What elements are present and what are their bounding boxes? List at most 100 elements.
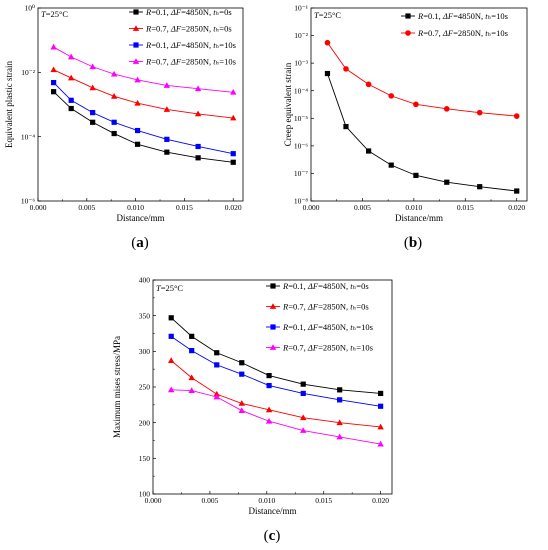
data-point <box>195 155 201 161</box>
data-point <box>188 387 195 393</box>
data-point <box>377 440 384 447</box>
data-point <box>300 390 306 397</box>
data-point <box>413 101 419 108</box>
legend-entry: R=0.7, ΔF=2850N, tₕ=10s <box>129 57 236 67</box>
data-point <box>378 403 384 409</box>
data-point <box>111 119 117 125</box>
data-point <box>388 162 394 168</box>
data-point <box>68 97 74 103</box>
data-point <box>514 188 520 194</box>
series-3 <box>168 333 384 409</box>
legend-label: R=0.7, ΔF=2850N, tₕ=0s <box>282 302 369 312</box>
data-point <box>476 109 483 116</box>
data-point <box>230 88 237 95</box>
legend-marker <box>133 9 139 15</box>
legend-marker <box>132 58 140 64</box>
data-point <box>336 433 343 440</box>
y-tick-label: 10⁻⁴ <box>294 86 308 95</box>
data-point <box>134 127 141 134</box>
data-point <box>51 89 57 95</box>
data-point <box>67 74 75 81</box>
data-point <box>377 423 384 430</box>
x-axis-label: Distance/mm <box>249 506 297 516</box>
data-point <box>378 390 384 397</box>
data-point <box>366 148 372 154</box>
data-point <box>238 400 245 406</box>
legend-marker <box>133 42 139 48</box>
legend-label: R=0.1, ΔF=4850N, tₕ=10s <box>282 322 373 332</box>
legend-marker <box>405 13 411 19</box>
y-tick-label: 10⁻⁶ <box>294 141 308 150</box>
data-point <box>90 119 96 125</box>
data-point <box>300 414 307 421</box>
data-point <box>67 53 75 60</box>
legend-entry: R=0.1, ΔF=4850N, tₕ=0s <box>129 7 232 17</box>
data-point <box>134 141 141 147</box>
y-tick-label: 10⁻⁸ <box>294 197 308 206</box>
data-point <box>413 172 419 178</box>
series-2 <box>168 357 384 430</box>
x-tick-label: 0.000 <box>30 203 47 212</box>
y-tick-label: 10⁻⁷ <box>294 169 308 178</box>
data-point <box>337 397 343 403</box>
y-axis-label: Equivalent plastic strain <box>4 61 14 148</box>
legend-label: R=0.7, ΔF=2850N, tₕ=10s <box>145 57 236 67</box>
x-tick-label: 0.005 <box>201 496 218 505</box>
legend-entry: R=0.7, ΔF=2850N, tₕ=0s <box>266 302 369 312</box>
y-axis-label: Creep equivalent strain <box>283 62 293 146</box>
data-point <box>189 348 195 354</box>
legend-entry: R=0.1, ΔF=4850N, tₕ=10s <box>401 11 508 21</box>
legend-marker <box>269 303 277 309</box>
legend-marker <box>132 25 140 31</box>
legend-label: R=0.1, ΔF=4850N, tₕ=0s <box>145 7 232 17</box>
y-tick-label: 400 <box>139 276 151 285</box>
x-tick-label: 0.015 <box>315 496 332 505</box>
x-axis-label: Distance/mm <box>117 213 165 223</box>
x-tick-label: 0.015 <box>176 203 193 212</box>
data-point <box>168 386 175 393</box>
x-tick-label: 0.015 <box>457 203 474 212</box>
data-point <box>336 419 343 426</box>
data-point <box>188 374 195 381</box>
y-tick-label: 10⁻¹ <box>294 4 308 13</box>
data-point <box>214 350 220 356</box>
series-line <box>53 69 234 119</box>
data-point <box>300 427 307 433</box>
y-tick-label: 250 <box>139 383 151 392</box>
series-2 <box>50 66 237 121</box>
series-1 <box>168 315 384 397</box>
panel-a: 0.000 0.005 0.010 0.015 0.020 10⁰ 10⁻² 10⁻⁴ 10⁻⁶… <box>4 4 244 251</box>
series-line <box>327 73 517 192</box>
data-point <box>168 315 174 321</box>
data-point <box>324 70 331 77</box>
legend-label: R=0.1, ΔF=4850N, tₕ=0s <box>282 281 369 291</box>
legend-entry: R=0.7, ΔF=2850N, tₕ=0s <box>129 24 232 34</box>
data-point <box>230 159 236 165</box>
panel-c: 0.000 0.005 0.010 0.015 0.020 100 150 200 250 300… <box>112 276 393 544</box>
y-tick-label: 150 <box>139 454 151 463</box>
series-1 <box>51 89 236 165</box>
data-point <box>189 333 195 339</box>
data-point <box>164 136 170 142</box>
y-axis-label: Maximum mises stress/MPa <box>112 336 122 438</box>
data-point <box>444 179 450 185</box>
legend-label: R=0.1, ΔF=4850N, tₕ=10s <box>417 11 508 21</box>
series-1 <box>324 70 520 194</box>
x-tick-label: 0.005 <box>354 203 371 212</box>
data-point <box>214 362 220 368</box>
x-tick-label: 0.000 <box>303 203 320 212</box>
x-tick-label: 0.010 <box>127 203 144 212</box>
data-point <box>89 84 96 91</box>
data-point <box>266 372 272 379</box>
data-point <box>343 66 349 72</box>
x-tick-label: 0.000 <box>145 496 162 505</box>
data-point <box>163 82 171 88</box>
legend-entry: R=0.1, ΔF=4850N, tₕ=10s <box>129 40 236 50</box>
y-tick-label: 10⁻⁵ <box>294 114 308 123</box>
series-line <box>170 360 381 428</box>
legend-entry: R=0.7, ΔF=2850N, tₕ=10s <box>266 343 373 353</box>
panel-label: (c) <box>264 528 281 544</box>
data-point <box>195 143 201 150</box>
data-point <box>213 390 220 397</box>
data-point <box>168 333 174 339</box>
